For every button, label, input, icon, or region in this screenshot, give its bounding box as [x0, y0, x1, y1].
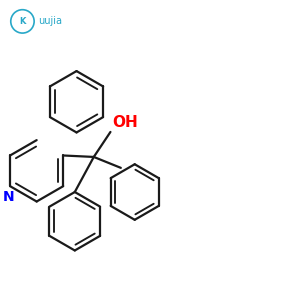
Text: K: K — [19, 17, 26, 26]
Text: OH: OH — [112, 116, 138, 130]
Text: N: N — [3, 190, 14, 204]
Text: uujia: uujia — [38, 16, 62, 26]
